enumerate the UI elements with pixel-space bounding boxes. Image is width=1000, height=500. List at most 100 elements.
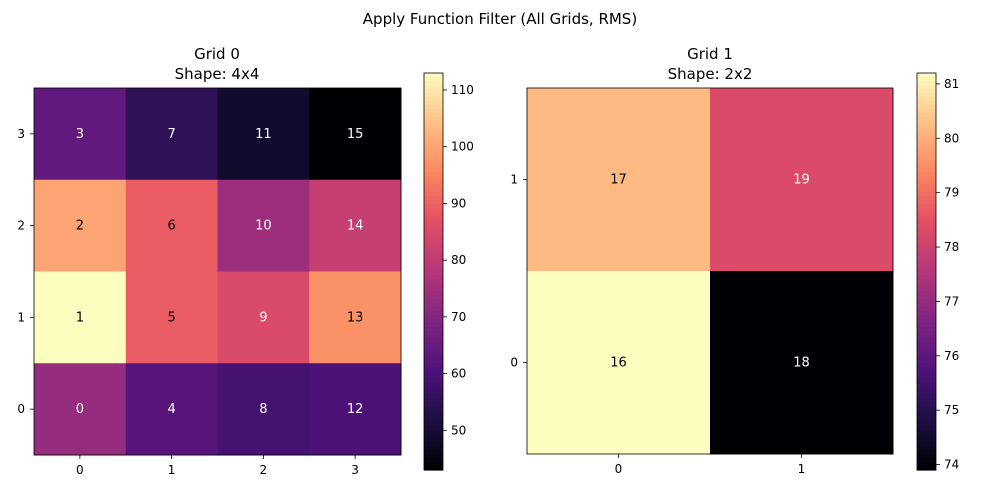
colorbar-segment — [424, 342, 443, 348]
colorbar-segment — [424, 211, 443, 217]
colorbar-segment — [424, 116, 443, 122]
panel-title-grid-0: Grid 0 — [194, 45, 240, 63]
colorbar-segment — [424, 251, 443, 257]
colorbar-tick-label: 70 — [451, 310, 466, 324]
colorbar-segment — [917, 259, 936, 265]
x-tick-label: 0 — [76, 463, 84, 477]
colorbar-segment — [424, 346, 443, 352]
colorbar-segment — [424, 315, 443, 320]
colorbar-segment — [917, 144, 936, 150]
colorbar-grid-1: 74 75 76 77 78 79 80 81 — [916, 72, 959, 472]
colorbar-tick-label: 78 — [944, 240, 959, 254]
heatmap-cell — [125, 271, 218, 364]
heatmap-cell — [217, 271, 310, 364]
heatmap-cell — [527, 88, 711, 272]
colorbar-segment — [917, 188, 936, 193]
colorbar-segment — [917, 215, 936, 221]
colorbar-segment — [917, 255, 936, 261]
colorbar-segment — [424, 279, 443, 285]
colorbar-segment — [917, 311, 936, 316]
colorbar-segment — [917, 128, 936, 134]
colorbar-segment — [917, 398, 936, 404]
cell-label: 9 — [259, 310, 267, 325]
plot-frame-grid-0 — [33, 87, 402, 456]
cell-label: 4 — [167, 402, 175, 417]
colorbar-segment — [917, 112, 936, 118]
colorbar-segment — [917, 458, 936, 463]
colorbar-segment — [917, 406, 936, 412]
heatmap-cells-grid-0: 3 7 11 152 6 10 141 5 9 130 4 8 12 — [34, 88, 402, 456]
colorbar-segment — [917, 104, 936, 110]
y-axis-grid-0: 0 1 2 3 — [17, 127, 34, 416]
colorbar-segment — [917, 73, 936, 78]
colorbar-segment — [424, 255, 443, 261]
colorbar-segment — [424, 398, 443, 404]
colorbar-segment — [917, 84, 936, 90]
x-tick-label: 1 — [168, 463, 176, 477]
colorbar-segment — [424, 180, 443, 185]
colorbar-segment — [424, 283, 443, 288]
colorbar-segment — [424, 92, 443, 98]
heatmap-cell — [309, 179, 402, 272]
colorbar-segment — [424, 73, 443, 78]
colorbar-segment — [917, 283, 936, 288]
colorbar-segment — [424, 160, 443, 165]
heatmap-cell — [309, 88, 402, 181]
colorbar-segment — [917, 184, 936, 189]
x-tick-label: 3 — [351, 463, 359, 477]
colorbar-segment — [424, 338, 443, 344]
y-axis-grid-1: 01 — [510, 173, 527, 370]
colorbar-segment — [917, 370, 936, 376]
colorbar-segment — [424, 235, 443, 241]
colorbar-segment — [424, 350, 443, 356]
colorbar-segment — [917, 307, 936, 312]
colorbar-segment — [917, 287, 936, 292]
colorbar-segment — [424, 176, 443, 181]
colorbar-tick-label: 81 — [944, 77, 959, 91]
colorbar-segment — [917, 342, 936, 348]
colorbar-segment — [424, 188, 443, 193]
colorbar-segment — [917, 204, 936, 209]
colorbar-segment — [424, 450, 443, 455]
colorbar-segment — [424, 410, 443, 416]
panel-subtitle-grid-1: Shape: 2x2 — [668, 65, 753, 83]
colorbar-segment — [917, 430, 936, 435]
colorbar-segment — [917, 164, 936, 169]
colorbar-segment — [424, 323, 443, 328]
colorbar-segment — [917, 223, 936, 229]
colorbar-segment — [424, 382, 443, 388]
colorbar-segment — [424, 200, 443, 205]
colorbar-segment — [424, 112, 443, 118]
colorbar-segment — [917, 374, 936, 380]
y-tick-label: 1 — [17, 310, 25, 324]
colorbar-segment — [424, 144, 443, 150]
colorbar-segment — [424, 124, 443, 130]
colorbar-segment — [424, 207, 443, 213]
colorbar-segment — [424, 358, 443, 364]
heatmap-cell — [217, 363, 310, 456]
plot-frame-grid-1 — [526, 87, 894, 455]
cell-label: 19 — [793, 173, 810, 188]
colorbar-segment — [917, 331, 936, 336]
colorbar-segment — [917, 108, 936, 114]
colorbar-segment — [424, 132, 443, 138]
colorbar-segment — [917, 390, 936, 396]
colorbar-segment — [424, 76, 443, 82]
colorbar-segment — [917, 378, 936, 384]
colorbar-segment — [917, 219, 936, 225]
colorbar-segment — [424, 108, 443, 114]
colorbar-segment — [424, 152, 443, 157]
colorbar-segment — [424, 434, 443, 439]
heatmap-cell — [710, 88, 894, 272]
colorbar-segment — [424, 366, 443, 372]
colorbar-tick-label: 75 — [944, 403, 959, 417]
colorbar-segment — [917, 251, 936, 257]
colorbar-segment — [424, 307, 443, 312]
colorbar-segment — [424, 454, 443, 459]
colorbar-segment — [424, 263, 443, 269]
colorbar-segment — [424, 271, 443, 277]
colorbar-segment — [917, 148, 936, 153]
colorbar-segment — [424, 426, 443, 431]
